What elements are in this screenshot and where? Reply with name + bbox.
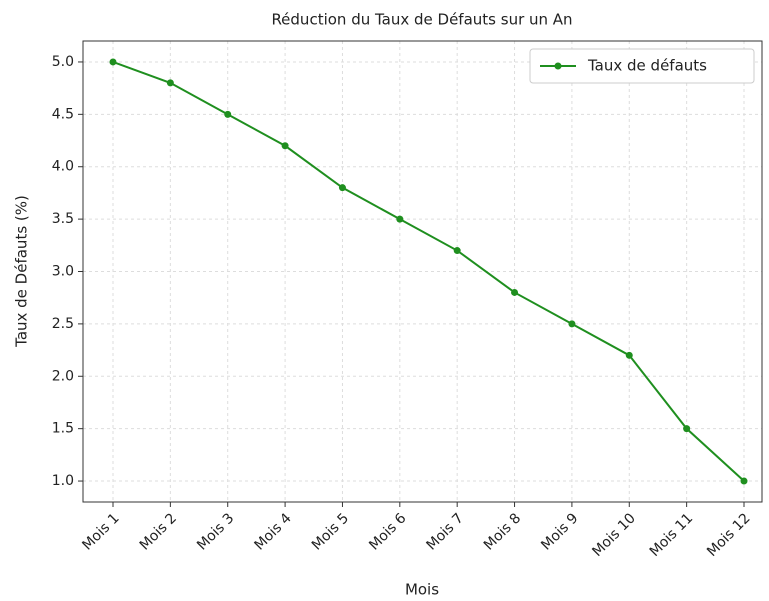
y-tick-label: 3.5: [52, 211, 74, 227]
marker: [683, 425, 691, 433]
marker: [281, 142, 289, 150]
legend-label: Taux de défauts: [587, 57, 707, 75]
marker: [338, 184, 346, 192]
y-tick-label: 4.0: [52, 159, 74, 175]
y-tick-label: 5.0: [52, 54, 74, 70]
y-tick-label: 2.5: [52, 316, 74, 332]
y-tick-label: 2.0: [52, 368, 74, 384]
y-tick-label: 4.5: [52, 106, 74, 122]
y-axis-label: Taux de Défauts (%): [13, 195, 31, 348]
marker: [453, 247, 461, 255]
y-tick-label: 1.0: [52, 473, 74, 489]
chart-title: Réduction du Taux de Défauts sur un An: [271, 11, 572, 29]
y-tick-label: 3.0: [52, 264, 74, 280]
plot-frame: [82, 40, 763, 503]
legend-marker: [554, 62, 562, 70]
marker: [625, 351, 633, 359]
marker: [740, 477, 748, 485]
marker: [166, 79, 174, 87]
y-tick-label: 1.5: [52, 421, 74, 437]
marker: [396, 215, 404, 223]
marker: [224, 110, 232, 118]
marker: [511, 288, 519, 296]
legend-box: [529, 48, 755, 84]
line: [112, 61, 745, 482]
x-axis-label: Mois: [405, 581, 439, 599]
marker: [109, 58, 117, 66]
marker: [568, 320, 576, 328]
